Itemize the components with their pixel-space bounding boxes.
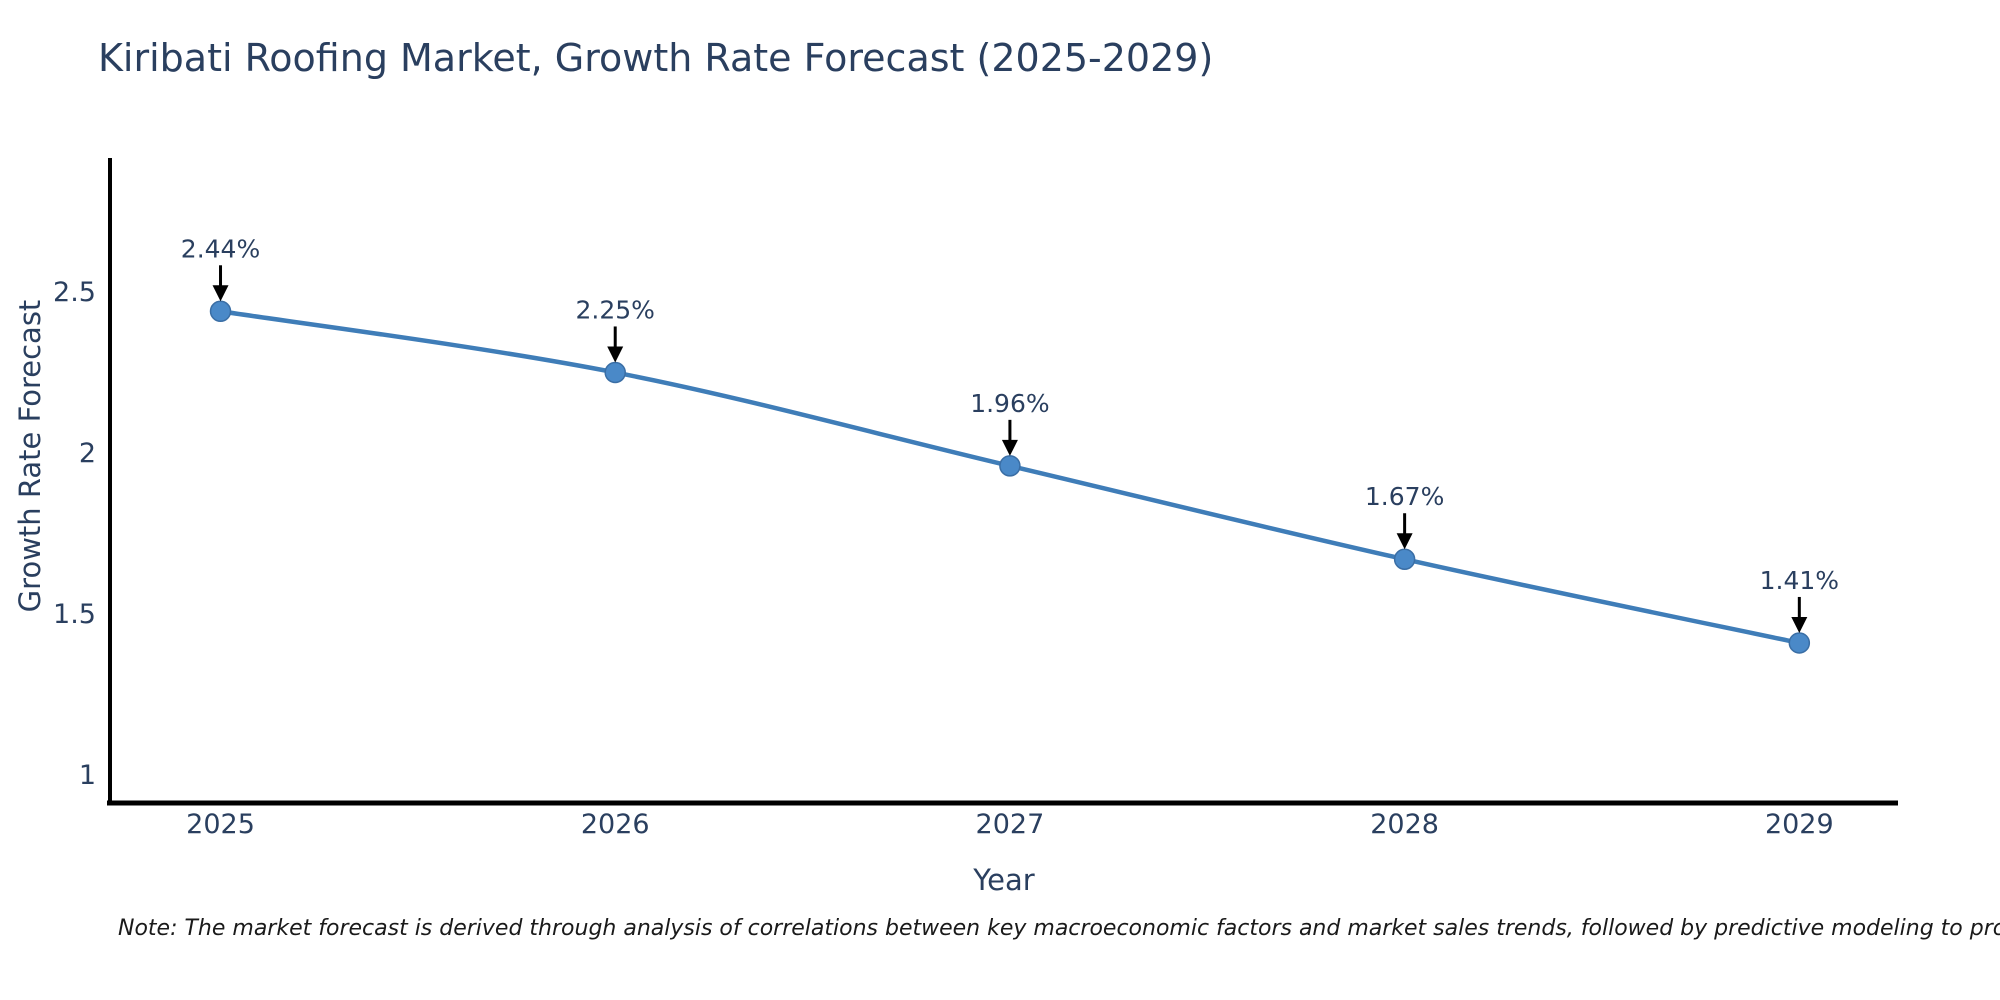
annotation-arrow-head [1791, 616, 1808, 633]
data-point-label: 1.41% [1760, 566, 1839, 595]
data-point-marker [1393, 548, 1416, 570]
x-tick-label: 2026 [581, 809, 650, 840]
annotation-arrow-head [212, 285, 229, 302]
data-point-label: 2.25% [576, 295, 655, 324]
x-tick-label: 2029 [1765, 809, 1834, 840]
data-point-label: 1.67% [1365, 482, 1444, 511]
footnote: Note: The market forecast is derived thr… [118, 916, 2000, 941]
data-point-label: 1.96% [970, 389, 1049, 418]
x-tick-label: 2027 [976, 809, 1045, 840]
annotation-arrow-head [1001, 439, 1018, 456]
data-point-marker [1788, 632, 1811, 654]
x-axis-title: Year [973, 863, 1035, 897]
annotation-arrow-head [1396, 533, 1413, 550]
y-tick-label: 2.5 [53, 277, 96, 308]
data-point-marker [999, 455, 1021, 477]
trend-line [218, 309, 1802, 646]
data-point-marker [209, 300, 232, 323]
y-tick-label: 1 [79, 760, 96, 791]
x-tick-label: 2028 [1370, 809, 1439, 840]
data-point-marker [604, 361, 626, 384]
y-axis-title: Growth Rate Forecast [13, 299, 47, 613]
page-title: Kiribati Roofing Market, Growth Rate For… [98, 36, 1214, 80]
data-point-label: 2.44% [181, 234, 260, 263]
annotation-arrow-head [607, 346, 624, 363]
y-tick-label: 1.5 [53, 599, 96, 630]
y-tick-label: 2 [79, 438, 96, 469]
x-tick-label: 2025 [186, 809, 255, 840]
